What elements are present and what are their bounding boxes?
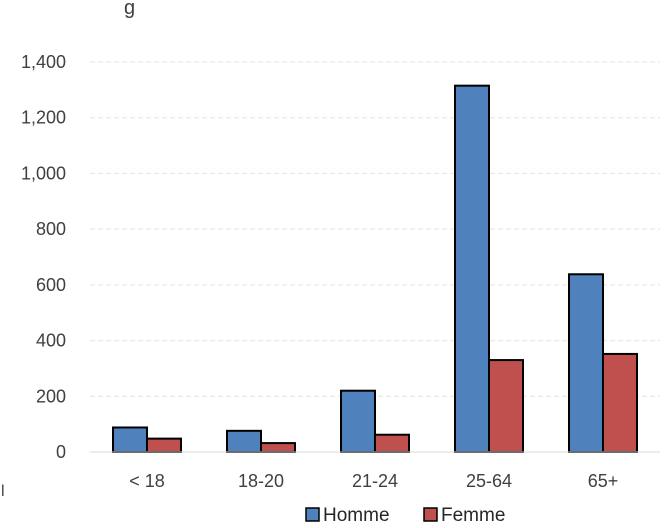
bar-homme (226, 429, 262, 454)
legend: Homme Femme (305, 505, 505, 526)
title-fragment: g (124, 0, 135, 19)
bar-homme (568, 273, 604, 453)
bar-femme (260, 442, 296, 454)
legend-label-homme: Homme (323, 505, 390, 526)
legend-swatch-femme (423, 507, 438, 522)
legend-label-femme: Femme (441, 505, 505, 526)
gridlines (90, 61, 660, 397)
bar-homme (112, 426, 148, 454)
bar-femme (488, 359, 524, 454)
bar-femme (146, 437, 182, 453)
y-tick-label: 600 (36, 275, 66, 295)
x-tick-label: 21-24 (352, 471, 398, 491)
y-tick-label: 1,000 (21, 163, 66, 183)
legend-swatch-homme (305, 507, 320, 522)
bar-femme (374, 433, 410, 454)
bar-homme (340, 389, 376, 454)
corner-mark: l (1, 483, 5, 500)
x-tick-label: 65+ (588, 471, 619, 491)
x-axis: < 18 18-20 21-24 25-64 65+ (129, 471, 618, 491)
bar-homme (454, 84, 490, 454)
y-tick-label: 1,200 (21, 108, 66, 128)
y-tick-label: 200 (36, 386, 66, 406)
x-tick-label: 18-20 (238, 471, 284, 491)
x-tick-label: 25-64 (466, 471, 512, 491)
y-axis: 0 200 400 600 800 1,000 1,200 1,400 (21, 52, 66, 462)
bar-femme (602, 352, 638, 454)
y-tick-label: 0 (56, 442, 66, 462)
y-tick-label: 800 (36, 219, 66, 239)
y-tick-label: 400 (36, 331, 66, 351)
y-tick-label: 1,400 (21, 52, 66, 72)
bars (112, 84, 638, 454)
x-tick-label: < 18 (129, 471, 165, 491)
